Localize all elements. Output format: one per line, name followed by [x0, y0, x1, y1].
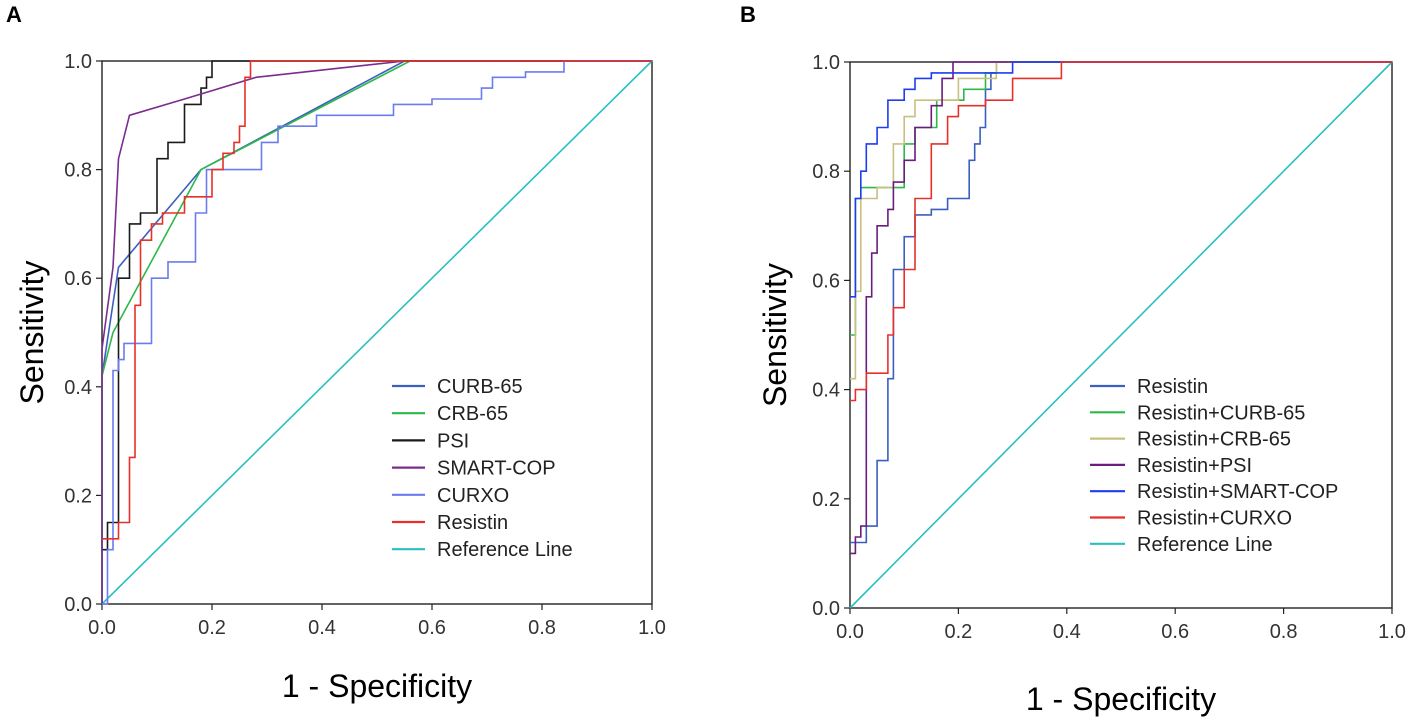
roc-panel-b: B 0.0 0.2 0.4 0.6 0.8 1.0 0.0 0.2 0.4 0.6 0.8 1.0 1 -…	[740, 2, 1406, 717]
series-line-reference-line	[101, 60, 653, 605]
x-tick-label: 0.4	[1053, 621, 1081, 643]
series-line-smart-cop	[101, 60, 652, 604]
y-axis-title: Sensitivity	[757, 263, 793, 407]
legend-label-curxo: CURXO	[437, 485, 509, 507]
series-line-curxo	[102, 60, 652, 605]
series-line-resistin-crb-65	[850, 61, 1392, 380]
y-tick-label: 0.6	[812, 270, 840, 292]
y-tick-label: 0.6	[64, 268, 92, 290]
x-tick-label: 1.0	[638, 617, 666, 639]
x-axis-title: 1 - Specificity	[282, 668, 472, 704]
series-line-psi	[102, 60, 652, 551]
x-tick-label: 1.0	[1378, 621, 1406, 643]
x-tick-label: 0.2	[198, 617, 226, 639]
y-tick-label: 0.2	[812, 489, 840, 511]
roc-panel-a: A 0.0 0.2 0.4 0.6 0.8 1.0 0.0 0.2 0.4 0.6 0.8 1.0 1 -…	[6, 2, 666, 704]
y-tick-label: 0.4	[812, 380, 840, 402]
x-tick-label: 0.0	[836, 621, 864, 643]
series-line-resistin-smart-cop	[850, 61, 1392, 298]
legend-label-resistin-curxo: Resistin+CURXO	[1137, 508, 1292, 530]
y-tick-label: 0.8	[812, 161, 840, 183]
series-line-resistin-curxo	[850, 61, 1392, 402]
x-tick-label: 0.8	[528, 617, 556, 639]
x-tick-label: 0.4	[308, 617, 336, 639]
y-tick-label: 1.0	[64, 51, 92, 73]
x-tick-label: 0.2	[944, 621, 972, 643]
legend-label-smart-cop: SMART-COP	[437, 458, 556, 480]
panel-letter: A	[6, 2, 22, 27]
legend-label-resistin-crb-65: Resistin+CRB-65	[1137, 429, 1291, 451]
legend-label-reference-line: Reference Line	[1137, 534, 1273, 556]
y-tick-label: 0.0	[812, 598, 840, 620]
x-tick-label: 0.0	[88, 617, 116, 639]
x-tick-label: 0.8	[1270, 621, 1298, 643]
legend-label-resistin-smart-cop: Resistin+SMART-COP	[1137, 481, 1338, 503]
legend-label-resistin-curb-65: Resistin+CURB-65	[1137, 402, 1305, 424]
series-line-reference-line	[849, 61, 1393, 609]
x-tick-label: 0.6	[1161, 621, 1189, 643]
legend-label-resistin: Resistin	[1137, 376, 1208, 398]
series-line-resistin-psi	[850, 61, 1392, 555]
y-tick-label: 0.0	[64, 594, 92, 616]
legend-label-crb-65: CRB-65	[437, 403, 508, 425]
legend-label-reference-line: Reference Line	[437, 539, 573, 561]
y-axis-title: Sensitivity	[14, 260, 50, 404]
x-axis-title: 1 - Specificity	[1026, 681, 1216, 717]
legend-label-resistin-psi: Resistin+PSI	[1137, 455, 1252, 477]
legend-label-resistin: Resistin	[437, 512, 508, 534]
y-tick-label: 1.0	[812, 52, 840, 74]
y-tick-label: 0.8	[64, 160, 92, 182]
panel-letter: B	[740, 2, 756, 27]
series-line-resistin	[102, 60, 652, 540]
y-tick-label: 0.2	[64, 485, 92, 507]
legend-label-curb-65: CURB-65	[437, 376, 523, 398]
series-line-resistin	[850, 61, 1392, 544]
y-tick-label: 0.4	[64, 377, 92, 399]
x-tick-label: 0.6	[418, 617, 446, 639]
legend-label-psi: PSI	[437, 430, 469, 452]
